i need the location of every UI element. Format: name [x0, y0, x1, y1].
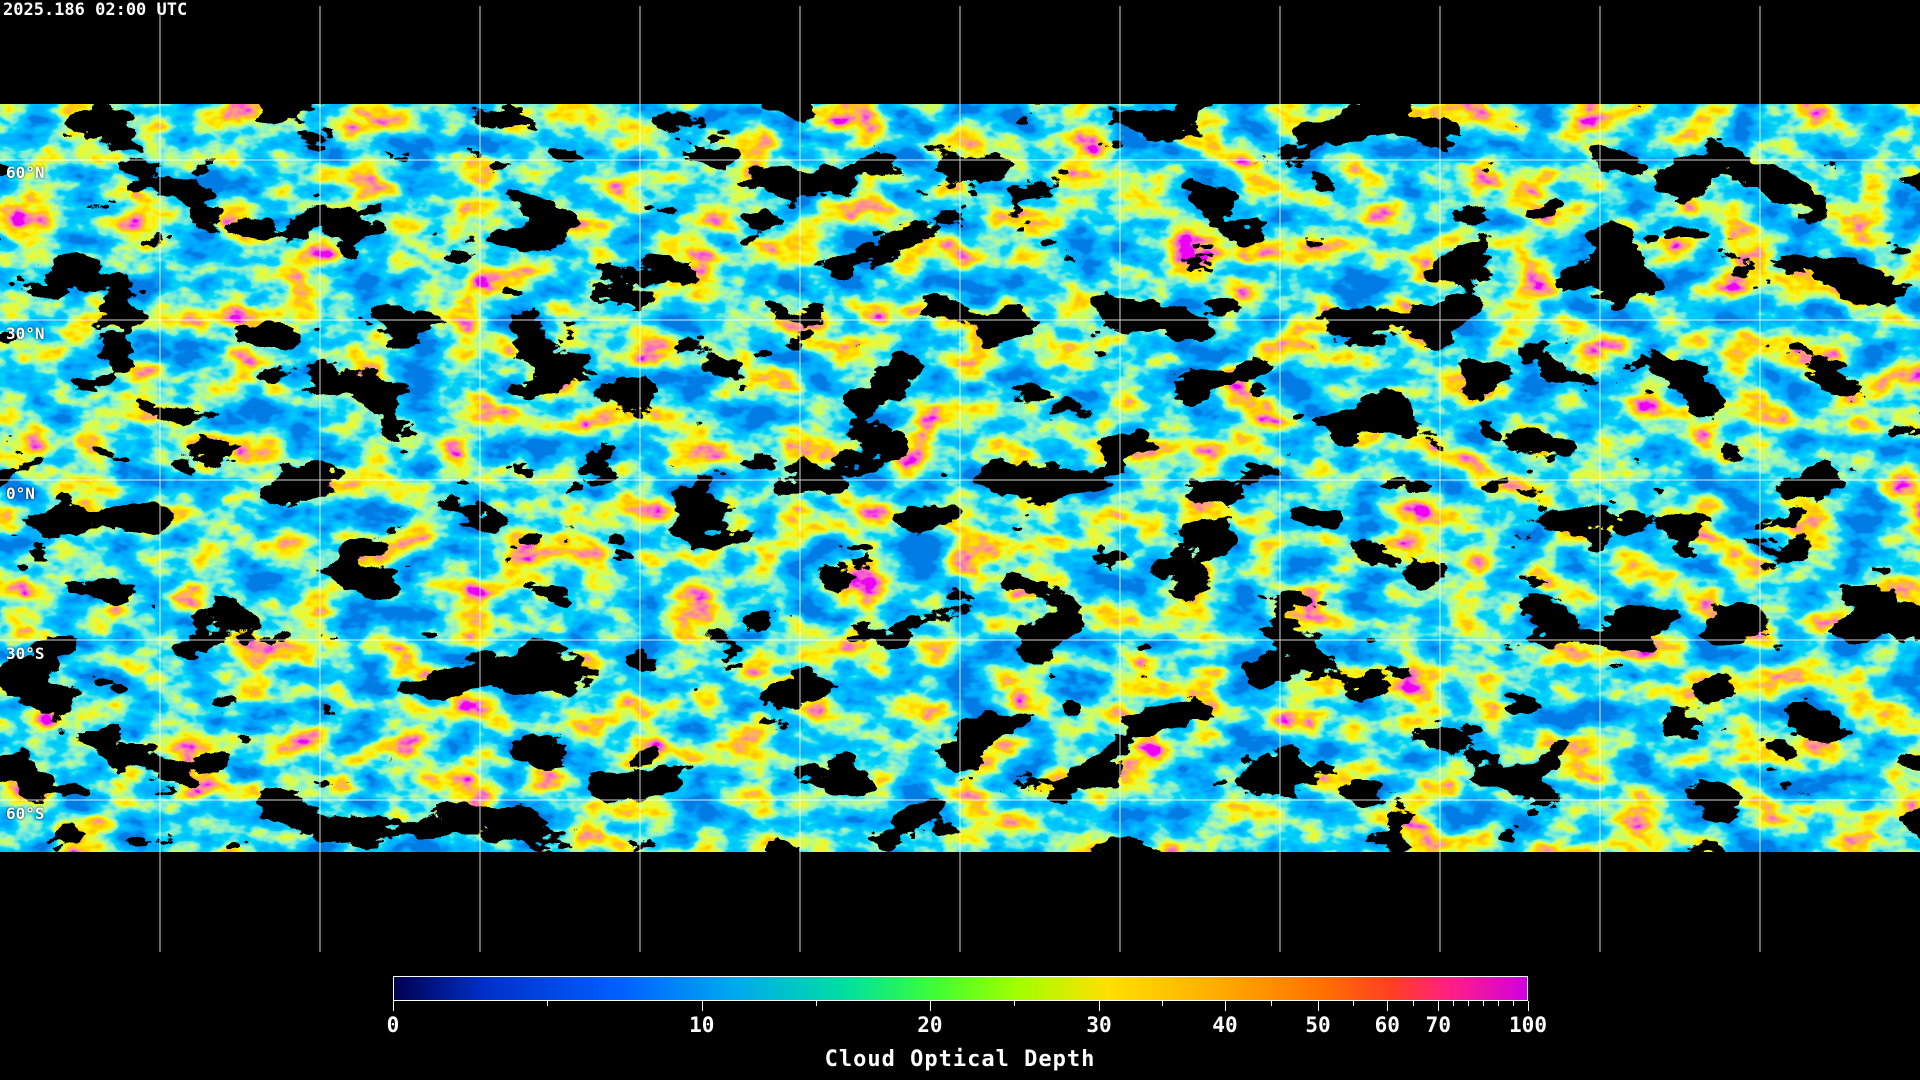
lat-label-30n: 30°N	[6, 324, 45, 343]
colorbar-minor-tick	[1468, 1001, 1470, 1006]
colorbar-title: Cloud Optical Depth	[824, 1047, 1096, 1072]
lat-label-0: 0°N	[6, 484, 35, 503]
colorbar-tick-label: 40	[1212, 1013, 1238, 1037]
colorbar-major-tick	[1438, 1001, 1440, 1011]
colorbar-tick-label: 60	[1374, 1013, 1400, 1037]
lat-label-60s: 60°S	[6, 804, 45, 823]
colorbar-minor-tick	[1513, 1001, 1515, 1006]
colorbar-major-tick	[1387, 1001, 1389, 1011]
colorbar-tick-label: 20	[917, 1013, 943, 1037]
colorbar-major-tick	[1224, 1001, 1226, 1011]
colorbar-minor-tick	[815, 1001, 817, 1006]
colorbar-minor-tick	[1453, 1001, 1455, 1006]
graticule	[0, 6, 1920, 952]
colorbar-ticks: 0 10 20 30 40 50 60 70 100	[387, 1001, 1547, 1061]
colorbar-tick-label: 100	[1509, 1013, 1547, 1037]
colorbar-minor-tick	[1498, 1001, 1500, 1006]
colorbar-tick-label: 30	[1086, 1013, 1112, 1037]
colorbar-major-tick	[1098, 1001, 1100, 1011]
colorbar-minor-tick	[1412, 1001, 1414, 1006]
colorbar-minor-tick	[1352, 1001, 1354, 1006]
timestamp: 2025.186 02:00 UTC	[3, 0, 188, 20]
lat-label-60n: 60°N	[6, 163, 45, 182]
colorbar-minor-tick	[1271, 1001, 1273, 1006]
colorbar-minor-tick	[547, 1001, 549, 1006]
cloud-optical-depth-map	[0, 6, 1920, 952]
colorbar-major-tick	[393, 1001, 394, 1011]
colorbar-major-tick	[701, 1001, 703, 1011]
colorbar-tick-label: 70	[1425, 1013, 1451, 1037]
colorbar-minor-tick	[1483, 1001, 1485, 1006]
colorbar-tick-label: 0	[386, 1013, 400, 1037]
colorbar-major-tick	[1528, 1001, 1529, 1011]
colorbar-major-tick	[929, 1001, 931, 1011]
colorbar-minor-tick	[1014, 1001, 1016, 1006]
colorbar-minor-tick	[1161, 1001, 1163, 1006]
colorbar	[393, 976, 1528, 1001]
colorbar-tick-label: 10	[689, 1013, 715, 1037]
colorbar-major-tick	[1318, 1001, 1320, 1011]
colorbar-tick-label: 50	[1305, 1013, 1331, 1037]
lat-label-30s: 30°S	[6, 644, 45, 663]
